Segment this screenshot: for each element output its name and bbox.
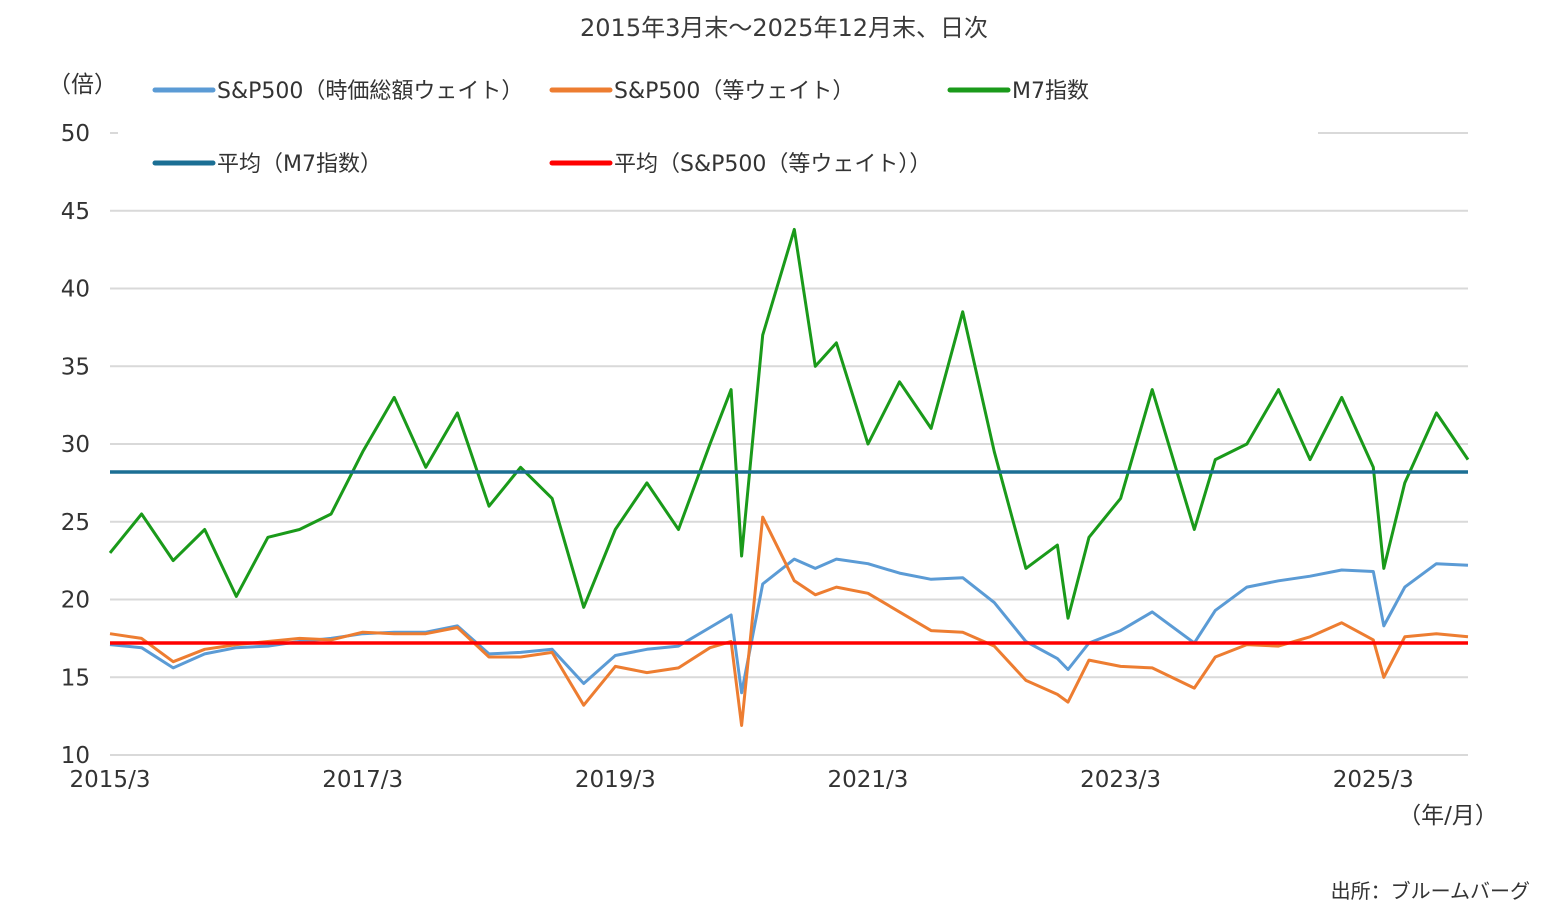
y-tick-label: 15 — [61, 665, 90, 691]
legend-label: S&P500（時価総額ウェイト） — [217, 79, 523, 104]
series-line-2 — [109, 515, 1469, 727]
legend-label: 平均（M7指数） — [217, 152, 382, 177]
x-axis: 2015/3 2017/3 2019/3 2021/3 2023/3 2025/3 — [70, 767, 1414, 793]
source-note: 出所：ブルームバーグ — [1331, 879, 1530, 903]
y-axis: 50 45 40 35 30 25 20 15 10 — [61, 121, 90, 769]
y-axis-unit-label: （倍） — [48, 72, 117, 98]
y-tick-label: 35 — [61, 354, 90, 380]
x-axis-unit-label: （年/月） — [1398, 803, 1498, 829]
x-tick-label: 2021/3 — [827, 767, 908, 793]
x-tick-label: 2025/3 — [1333, 767, 1414, 793]
legend-background — [118, 68, 1318, 188]
chart-title: 2015年3月末～2025年12月末、日次 — [580, 14, 988, 42]
y-tick-label: 50 — [61, 121, 90, 147]
legend-label: S&P500（等ウェイト） — [614, 79, 854, 104]
y-tick-label: 30 — [61, 432, 90, 458]
legend-label: M7指数 — [1012, 79, 1089, 104]
y-tick-label: 20 — [61, 588, 90, 614]
plot-area — [108, 227, 1470, 727]
y-tick-label: 10 — [61, 743, 90, 769]
y-tick-label: 45 — [61, 199, 90, 225]
x-tick-label: 2023/3 — [1080, 767, 1161, 793]
legend-label: 平均（S&P500（等ウェイト）） — [614, 152, 931, 177]
x-tick-label: 2017/3 — [322, 767, 403, 793]
legend: S&P500（時価総額ウェイト） S&P500（等ウェイト） M7指数平均（M7指数… — [152, 79, 1089, 177]
gridlines — [110, 132, 1468, 756]
x-tick-label: 2015/3 — [70, 767, 151, 793]
series-line-1 — [109, 557, 1469, 695]
x-tick-label: 2019/3 — [575, 767, 656, 793]
y-tick-label: 25 — [61, 510, 90, 536]
series-line-3 — [108, 227, 1470, 620]
y-tick-label: 40 — [61, 277, 90, 303]
